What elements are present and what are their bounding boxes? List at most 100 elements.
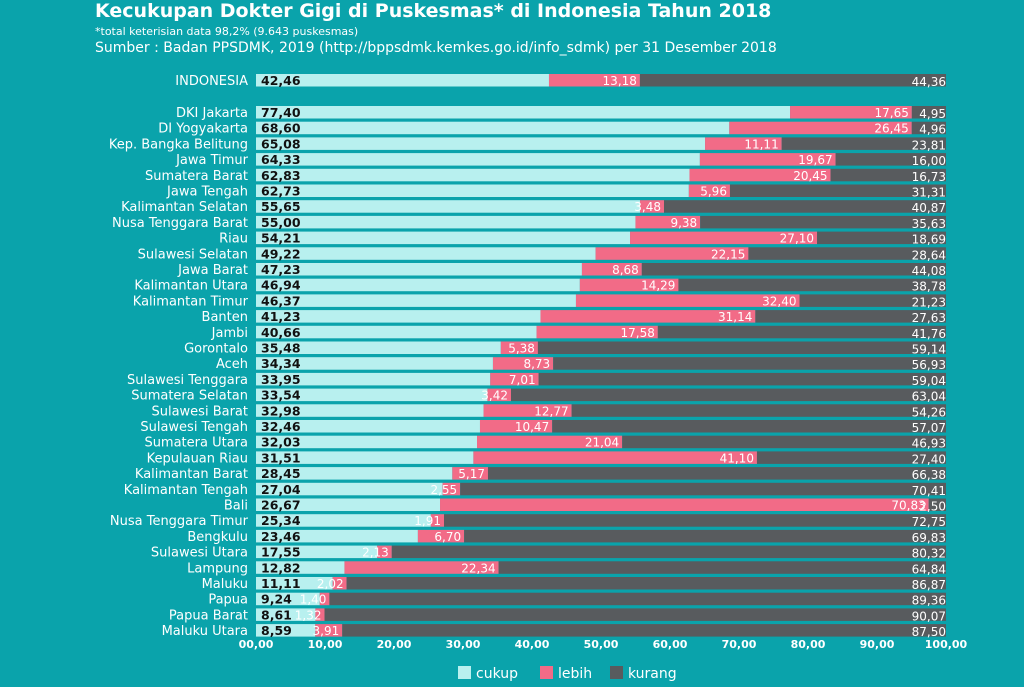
data-label-lebih: 1,40 <box>300 593 327 607</box>
data-label-kurang: 40,87 <box>912 201 946 215</box>
data-label-kurang: 57,07 <box>912 421 946 435</box>
category-label: Maluku <box>202 577 248 592</box>
legend-label-cukup: cukup <box>476 666 518 682</box>
data-label-lebih: 27,10 <box>780 232 814 246</box>
bar-lebih <box>483 404 572 417</box>
category-label: Papua <box>208 593 248 608</box>
bar-kurang <box>511 388 946 402</box>
category-label: Sulawesi Selatan <box>138 247 248 262</box>
data-label-kurang: 54,26 <box>912 405 946 419</box>
data-label-kurang: 41,76 <box>912 327 946 341</box>
x-tick-label: 60,00 <box>653 638 688 651</box>
data-label-cukup: 8,61 <box>261 607 292 622</box>
bar-lebih <box>575 294 800 307</box>
data-label-cukup: 9,24 <box>261 592 292 607</box>
bar-cukup <box>256 231 631 245</box>
category-label: Lampung <box>187 561 248 576</box>
data-label-lebih: 12,77 <box>534 404 568 418</box>
bar-kurang <box>641 263 946 276</box>
bar-lebih <box>688 184 730 197</box>
bar-cukup <box>256 278 580 292</box>
x-tick-label: 20,00 <box>377 638 412 651</box>
bar-cukup <box>256 200 640 213</box>
category-label: DI Yogyakarta <box>158 122 248 137</box>
bar-cukup <box>256 545 378 559</box>
data-label-kurang: 69,83 <box>912 531 946 545</box>
bar-lebih <box>442 482 461 496</box>
data-label-cukup: 28,45 <box>261 466 301 481</box>
data-label-cukup: 65,08 <box>261 136 301 151</box>
data-label-kurang: 21,23 <box>912 295 946 309</box>
data-label-lebih: 2,55 <box>430 483 457 497</box>
data-label-lebih: 8,73 <box>523 357 550 371</box>
bar-cukup <box>256 482 443 496</box>
bar-cukup <box>256 137 706 150</box>
data-label-kurang: 44,36 <box>912 75 946 89</box>
bar-cukup <box>256 561 345 574</box>
bar-lebih <box>500 341 538 354</box>
bar-kurang <box>700 215 946 229</box>
data-label-cukup: 11,11 <box>261 576 301 591</box>
data-label-lebih: 2,13 <box>362 546 389 560</box>
legend-swatch-lebih <box>540 666 553 679</box>
data-label-lebih: 17,58 <box>620 326 654 340</box>
data-label-cukup: 8,59 <box>261 623 292 638</box>
data-label-lebih: 19,67 <box>798 153 832 167</box>
bar-lebih <box>440 498 929 511</box>
bar-kurang <box>678 278 946 292</box>
data-label-kurang: 46,93 <box>912 437 946 451</box>
bar-kurang <box>639 74 946 87</box>
category-label: Papua Barat <box>169 608 248 623</box>
bar-lebih <box>595 247 749 260</box>
bar-cukup <box>256 388 488 402</box>
bar-lebih <box>473 451 757 464</box>
bar-kurang <box>346 577 946 590</box>
bar-lebih <box>477 435 623 449</box>
data-label-cukup: 32,46 <box>261 419 301 434</box>
data-label-lebih: 6,70 <box>434 530 461 544</box>
data-label-kurang: 63,04 <box>912 390 946 404</box>
data-label-lebih: 7,01 <box>509 373 536 387</box>
data-label-kurang: 18,69 <box>912 233 946 247</box>
bar-lebih <box>332 577 347 590</box>
data-label-cukup: 41,23 <box>261 309 301 324</box>
bar-cukup <box>256 74 549 87</box>
x-tick-label: 100,00 <box>925 638 968 651</box>
bar-kurang <box>911 106 946 119</box>
bar-cukup <box>256 514 431 527</box>
bar-lebih <box>689 168 831 182</box>
bar-kurang <box>799 294 946 307</box>
bar-lebih <box>699 153 836 166</box>
bar-cukup <box>256 435 478 449</box>
bar-cukup <box>256 247 596 260</box>
data-label-lebih: 13,18 <box>603 74 637 88</box>
bar-cukup <box>256 420 480 433</box>
bar-lebih <box>630 231 818 245</box>
x-tick-label: 50,00 <box>584 638 619 651</box>
category-label: DKI Jakarta <box>176 106 248 121</box>
data-label-lebih: 11,11 <box>744 137 778 151</box>
category-label: Nusa Tenggara Barat <box>112 216 248 231</box>
category-label: Jawa Barat <box>177 263 248 278</box>
bar-cukup <box>256 498 441 511</box>
category-label: Sulawesi Barat <box>151 404 248 419</box>
bar-kurang <box>663 200 946 213</box>
bar-cukup <box>256 577 333 590</box>
data-label-cukup: 62,73 <box>261 184 301 199</box>
data-label-cukup: 42,46 <box>261 73 301 88</box>
data-label-lebih: 21,04 <box>585 436 619 450</box>
bar-lebih <box>417 529 465 543</box>
category-label: Kalimantan Utara <box>134 279 248 294</box>
category-label: Kalimantan Tengah <box>124 483 248 498</box>
bar-kurang <box>622 435 946 449</box>
bar-kurang <box>571 404 946 417</box>
bar-cukup <box>256 624 316 637</box>
bar-cukup <box>256 184 689 197</box>
bar-cukup <box>256 592 320 606</box>
bar-lebih <box>452 467 488 480</box>
bar-lebih <box>315 608 325 621</box>
bar-kurang <box>657 325 946 339</box>
bar-kurang <box>538 372 946 386</box>
data-label-kurang: 35,63 <box>912 217 946 231</box>
data-label-kurang: 59,04 <box>912 374 946 388</box>
